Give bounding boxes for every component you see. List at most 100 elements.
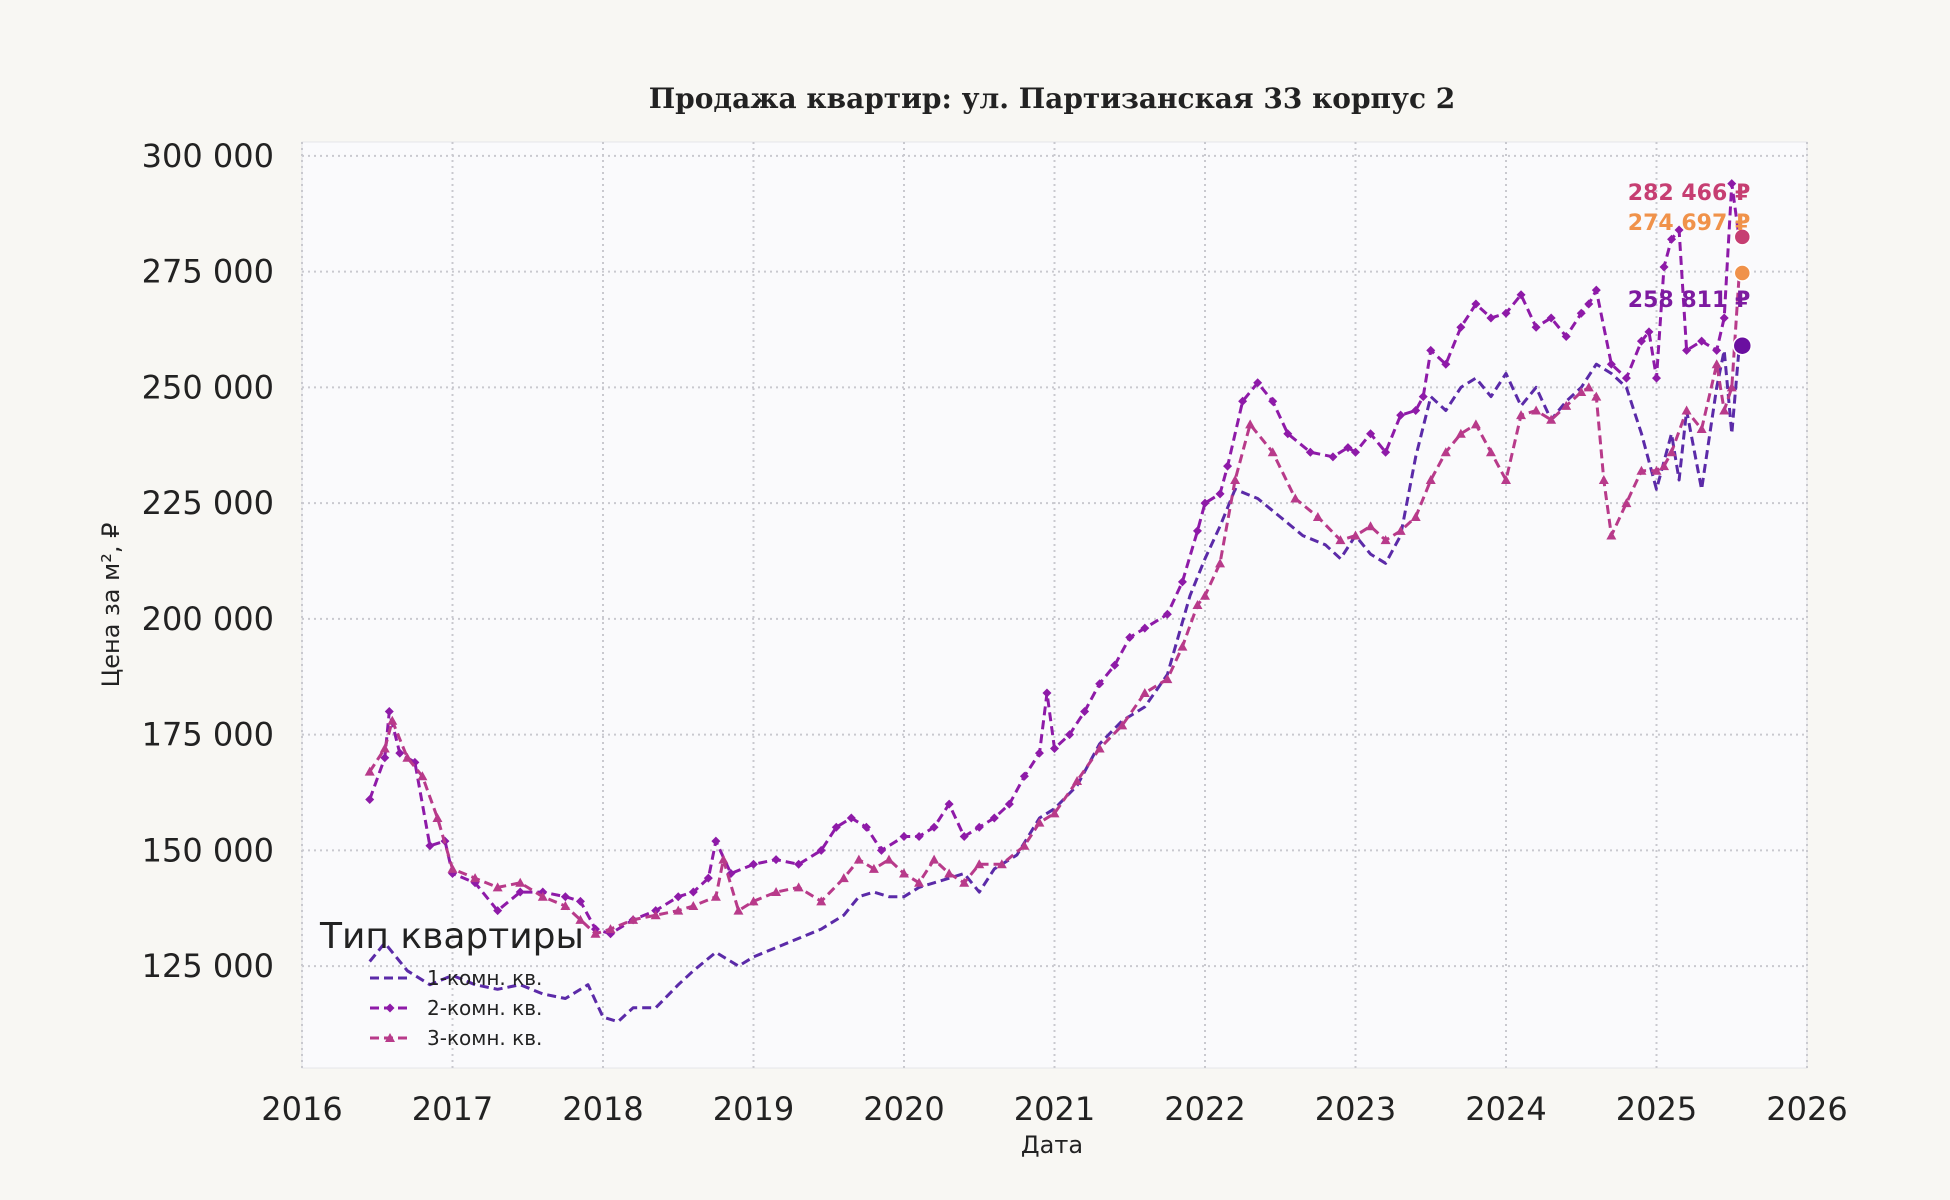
series-2-point [1140, 623, 1150, 633]
series-3-point [1636, 465, 1647, 475]
series-3-point [771, 887, 782, 897]
series-2-point [1697, 336, 1707, 346]
series-3-point [1200, 590, 1210, 600]
legend-title: Тип квартиры [319, 916, 584, 957]
y-tick-label: 200 000 [142, 600, 274, 638]
series-3-point [1440, 447, 1451, 457]
y-tick-label: 250 000 [142, 368, 274, 406]
series-3-point [1666, 447, 1677, 457]
series-2-point [1042, 688, 1052, 698]
series-2-point [1080, 706, 1090, 716]
series-2-point [1621, 373, 1631, 383]
legend-items: 1-комн. кв. 2-комн. кв. 3-комн. кв. [370, 966, 542, 1050]
end-label-3: 274 697 ₽ [1628, 211, 1750, 236]
series-2-point [1682, 345, 1692, 355]
series-3 [364, 268, 1745, 938]
x-tick-label: 2016 [261, 1090, 342, 1128]
series-2-point [1200, 498, 1210, 508]
series-3-point [515, 877, 526, 887]
series-3-point [492, 882, 503, 892]
series-3-point [673, 905, 684, 915]
series-2-point [861, 822, 871, 832]
series-3-point [974, 859, 985, 869]
y-tick-label: 125 000 [142, 947, 274, 985]
series-3-point [1681, 405, 1692, 415]
series-3-point [1290, 493, 1301, 503]
series-3-point [1696, 424, 1707, 434]
series-2-point [1546, 313, 1556, 323]
x-tick-label: 2026 [1766, 1090, 1847, 1128]
series-3-point [899, 868, 909, 878]
chart-title: Продажа квартир: ул. Партизанская 33 кор… [649, 82, 1456, 115]
series-2-point [1366, 429, 1376, 439]
series-3-point [1606, 530, 1617, 540]
series-2-point [1418, 392, 1428, 402]
series-3-point [1019, 840, 1030, 850]
y-axis-label: Цена за м², ₽ [97, 523, 125, 688]
series-3-point [1621, 498, 1632, 508]
x-tick-label: 2019 [713, 1090, 794, 1128]
series-3-point [1659, 461, 1670, 471]
series-3-point [1117, 720, 1128, 730]
series-2-point [1531, 322, 1541, 332]
y-tick-label: 300 000 [142, 137, 274, 175]
series-2-point [1110, 660, 1120, 670]
x-tick-label: 2025 [1616, 1090, 1697, 1128]
x-axis-ticks: 2016 2017 2018 2019 2020 2021 2022 2023 2024 2025… [261, 1090, 1847, 1128]
series-3-point [364, 766, 375, 776]
series-3-point [379, 743, 390, 753]
series-3-point [1485, 447, 1496, 457]
series-3-point [1546, 414, 1557, 424]
series-2-point [1223, 461, 1233, 471]
series-2-point [673, 892, 683, 902]
series-2-point [1712, 345, 1722, 355]
x-tick-label: 2022 [1164, 1090, 1245, 1128]
series-3-point [1470, 419, 1481, 429]
legend-marker-3 [385, 1033, 395, 1042]
series-3-point [914, 877, 925, 887]
legend-label-1: 1-комн. кв. [427, 966, 542, 990]
series-3-point [688, 900, 699, 910]
series-3-point [733, 905, 744, 915]
series-2-point [1441, 359, 1451, 369]
series-3-point [1380, 535, 1391, 545]
series-2-point [876, 845, 886, 855]
series-3-point [1455, 428, 1466, 438]
series-2-point [1426, 345, 1436, 355]
series-2-point [1215, 489, 1225, 499]
series-3-point [868, 863, 879, 873]
series-2-point [989, 813, 999, 823]
series-3-point [1365, 521, 1376, 531]
series-3-point [575, 914, 586, 924]
x-tick-label: 2021 [1014, 1090, 1095, 1128]
series-3-point [1591, 391, 1602, 401]
series-3-point [560, 900, 571, 910]
series-3-point [470, 873, 481, 883]
series-2-point [944, 799, 954, 809]
series-2-point [1501, 308, 1511, 318]
series-2-point [395, 748, 405, 758]
series-3-point [816, 896, 827, 906]
series-2-point [1644, 327, 1654, 337]
series-3-point [1719, 405, 1730, 415]
series-2-point [1727, 179, 1737, 189]
series-3-point [853, 854, 864, 864]
series-2-point [1411, 406, 1421, 416]
series-2-point [1659, 262, 1669, 272]
series-2-point [1095, 679, 1105, 689]
y-axis-ticks: 125 000 150 000 175 000 200 000 225 000 250 0… [142, 137, 274, 985]
series-2-point [899, 832, 909, 841]
end-point-3 [1733, 264, 1752, 282]
series-3-point [838, 873, 849, 883]
end-label-1: 258 811 ₽ [1628, 288, 1750, 313]
y-tick-label: 150 000 [142, 831, 274, 869]
series-2-point [831, 822, 841, 832]
series-2-point [816, 845, 826, 855]
series-3-point [1726, 382, 1737, 392]
series-3-point [1350, 530, 1361, 540]
series-3-point [537, 891, 548, 901]
series-3-point [996, 859, 1007, 869]
series-1 [368, 345, 1741, 1024]
series-3-point [1215, 558, 1226, 568]
